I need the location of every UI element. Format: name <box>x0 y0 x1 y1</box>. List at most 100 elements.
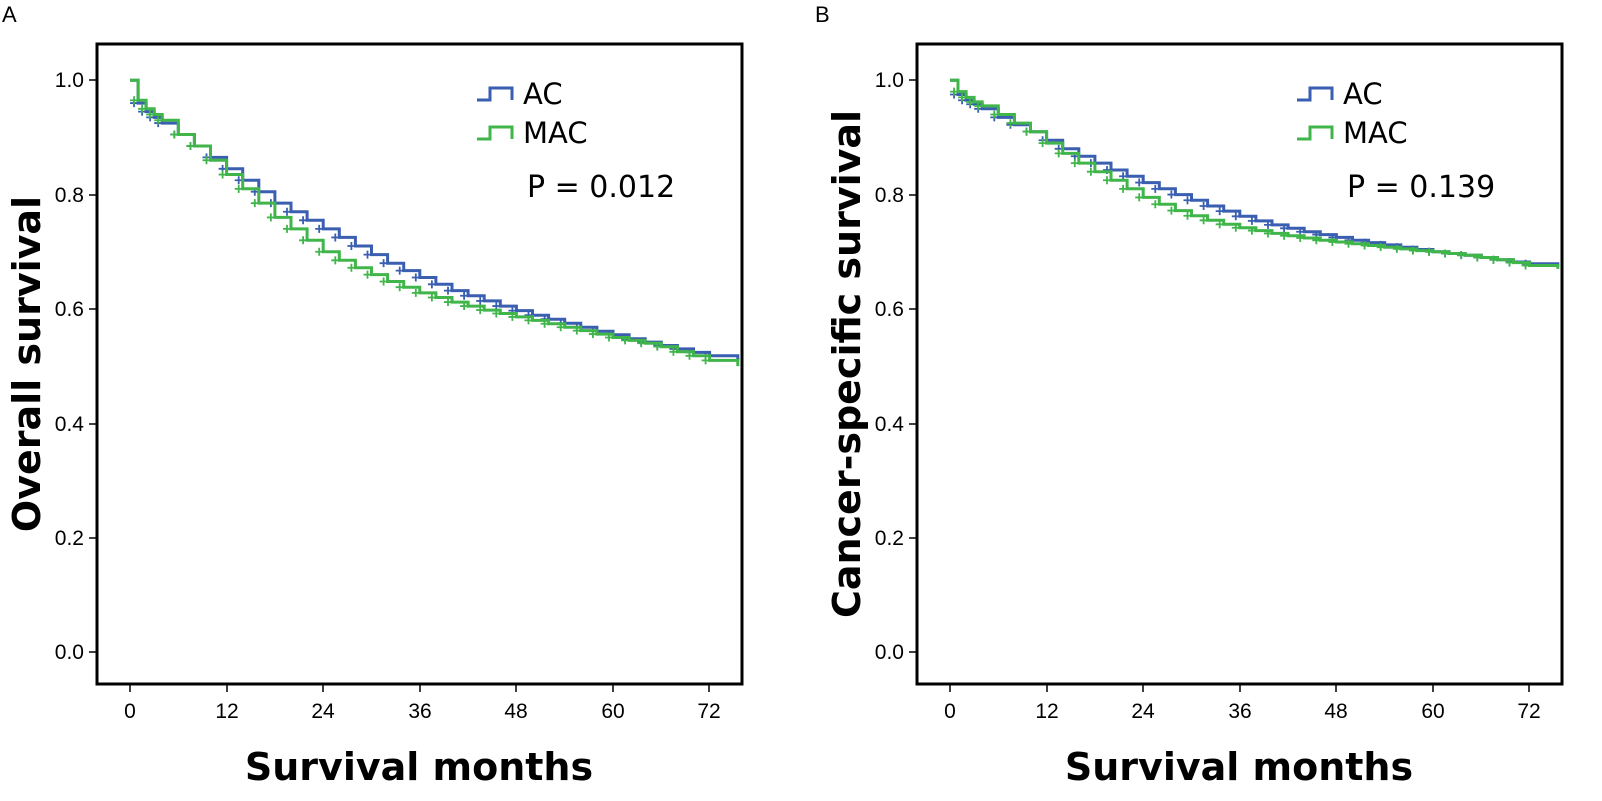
censor-mark-mac <box>974 101 983 110</box>
censor-mark-mac <box>1328 238 1337 247</box>
censor-mark-mac <box>669 347 678 356</box>
censor-mark-mac <box>444 298 452 307</box>
censor-mark-mac <box>1215 220 1224 229</box>
censor-mark-ac <box>1135 178 1144 187</box>
x-tick-label-a-0: 0 <box>124 700 136 723</box>
y-axis-title-a: Overall survival <box>5 196 49 532</box>
censor-mark-mac <box>1312 236 1321 245</box>
censor-mark-ac <box>411 273 420 282</box>
censor-mark-mac <box>363 270 372 279</box>
censor-mark-mac <box>588 330 597 339</box>
censor-mark-ac <box>395 266 404 275</box>
x-tick-label-a-6: 72 <box>697 700 720 723</box>
plot-area-b <box>950 78 1560 270</box>
y-tick-label-a-4: 0.8 <box>55 184 84 207</box>
censor-mark-mac <box>1086 167 1095 176</box>
censor-mark-mac <box>958 93 967 102</box>
censor-mark-ac <box>379 259 388 268</box>
censor-mark-mac <box>234 184 243 193</box>
km-curve-mac <box>950 78 1560 269</box>
y-tick-label-b-2: 0.4 <box>875 413 905 436</box>
censor-mark-mac <box>1280 231 1289 240</box>
legend-label-ac-a: AC <box>523 77 563 111</box>
censor-mark-mac <box>476 306 485 315</box>
y-tick-label-a-5: 1.0 <box>55 69 84 92</box>
censor-mark-mac <box>1392 244 1401 253</box>
censor-mark-mac <box>572 326 581 335</box>
censor-mark-mac <box>1022 127 1031 136</box>
x-tick-label-a-4: 48 <box>504 700 527 723</box>
censor-mark-mac <box>1505 258 1514 267</box>
censor-mark-mac <box>1376 243 1385 252</box>
censor-mark-mac <box>1457 251 1466 260</box>
censor-mark-mac <box>130 96 139 105</box>
censor-mark-mac <box>331 256 340 265</box>
legend-label-mac-b: MAC <box>1343 116 1408 150</box>
censor-mark-mac <box>186 141 195 150</box>
censor-mark-mac <box>524 316 533 325</box>
censor-mark-mac <box>202 156 211 165</box>
censor-mark-ac <box>299 216 308 225</box>
panel-b: B 0.0 0.2 0.4 0.6 0.8 1.0 0 12 24 <box>815 2 1564 789</box>
legend-label-ac-b: AC <box>1343 77 1383 111</box>
panel-a: A 0.0 0.2 0.4 0.6 0.8 1.0 0 12 24 <box>2 2 744 789</box>
y-axis-b: 0.0 0.2 0.4 0.6 0.8 1.0 <box>875 69 917 664</box>
legend-swatch-mac-a <box>477 125 514 141</box>
legend-swatch-mac-b <box>1297 125 1334 141</box>
censor-mark-mac <box>315 247 324 256</box>
legend-b: AC MAC <box>1297 77 1408 150</box>
censor-mark-mac <box>1151 200 1160 209</box>
censor-mark-ac <box>1247 216 1256 225</box>
censor-mark-ac <box>1280 224 1289 233</box>
x-tick-label-b-1: 12 <box>1035 700 1058 723</box>
censor-mark-ac <box>1167 190 1176 199</box>
censor-mark-ac <box>476 296 485 305</box>
censor-mark-mac <box>1441 249 1450 258</box>
y-tick-label-b-0: 0.0 <box>875 641 904 664</box>
censor-mark-mac <box>492 309 501 318</box>
censor-mark-ac <box>347 242 356 251</box>
censor-mark-mac <box>637 339 646 348</box>
censor-mark-mac <box>950 87 959 96</box>
p-value-a: P = 0.012 <box>527 170 675 205</box>
panel-label-b: B <box>815 2 830 27</box>
censor-mark-ac <box>460 291 469 300</box>
censor-mark-mac <box>1054 149 1063 158</box>
censor-mark-mac <box>1231 223 1240 232</box>
censor-mark-ac <box>283 207 291 216</box>
y-tick-label-b-3: 0.6 <box>875 298 904 321</box>
censor-mark-mac <box>685 351 694 360</box>
censor-mark-ac <box>331 233 340 242</box>
censor-mark-mac <box>1119 184 1128 193</box>
y-tick-label-a-3: 0.6 <box>55 298 84 321</box>
censor-mark-ac <box>1215 207 1224 216</box>
y-axis-title-b: Cancer-specific survival <box>825 110 869 618</box>
censor-mark-mac <box>395 283 404 292</box>
censor-mark-ac <box>363 250 372 259</box>
y-tick-label-b-5: 1.0 <box>875 69 904 92</box>
censor-mark-mac <box>1489 255 1498 264</box>
censor-mark-mac <box>1264 229 1272 238</box>
x-axis-title-a: Survival months <box>245 745 593 789</box>
censor-mark-ac <box>1183 196 1192 205</box>
censor-mark-mac <box>1473 253 1482 262</box>
legend-a: AC MAC <box>477 77 588 150</box>
censor-mark-mac <box>411 288 420 297</box>
censor-mark-ac <box>427 280 436 289</box>
y-tick-label-a-2: 0.4 <box>55 413 85 436</box>
legend-swatch-ac-b <box>1297 86 1334 102</box>
censor-mark-mac <box>1521 261 1530 270</box>
y-tick-label-a-0: 0.0 <box>55 641 84 664</box>
censor-mark-mac <box>1408 246 1417 255</box>
y-tick-label-a-1: 0.2 <box>55 527 84 550</box>
censor-mark-mac <box>1344 239 1353 248</box>
x-tick-label-b-5: 60 <box>1421 700 1444 723</box>
censor-mark-ac <box>444 286 452 295</box>
censor-mark-mac <box>154 116 163 125</box>
legend-swatch-ac-a <box>477 86 514 102</box>
x-tick-label-a-2: 24 <box>311 700 335 723</box>
censor-mark-mac <box>218 170 227 179</box>
censor-mark-mac <box>427 293 436 302</box>
censor-mark-mac <box>556 323 565 332</box>
